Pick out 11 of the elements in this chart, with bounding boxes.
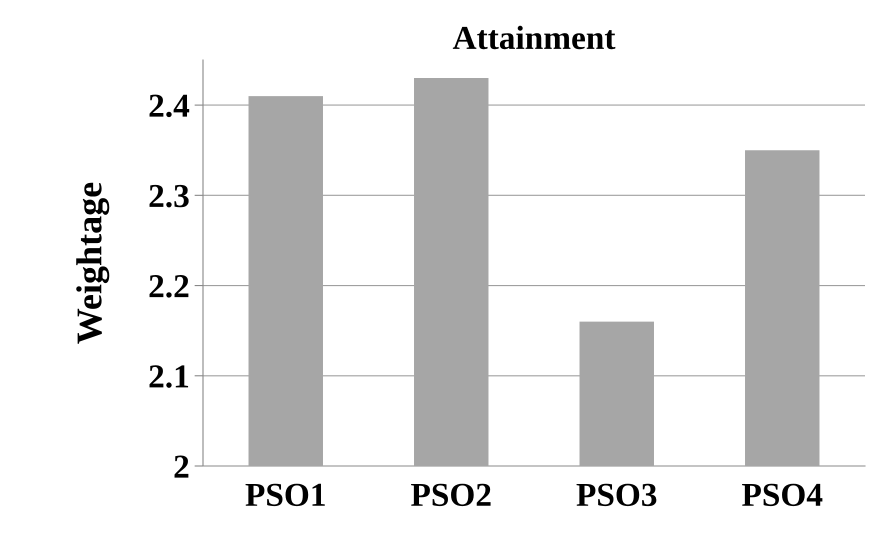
- y-tick-label: 2.3: [150, 184, 189, 208]
- x-tick-label: PSO2: [411, 484, 491, 506]
- y-tick-label: 2: [174, 455, 188, 478]
- y-axis-title: Weightage: [76, 182, 110, 344]
- x-tick-label: PSO3: [576, 484, 656, 506]
- x-tick-label: PSO1: [246, 484, 325, 506]
- y-tick-label: 2.2: [150, 275, 188, 298]
- chart-title: Attainment: [452, 26, 616, 50]
- y-tick-label: 2.4: [150, 94, 190, 118]
- x-tick-label: PSO4: [742, 484, 822, 506]
- y-tick-label: 2.1: [150, 365, 188, 388]
